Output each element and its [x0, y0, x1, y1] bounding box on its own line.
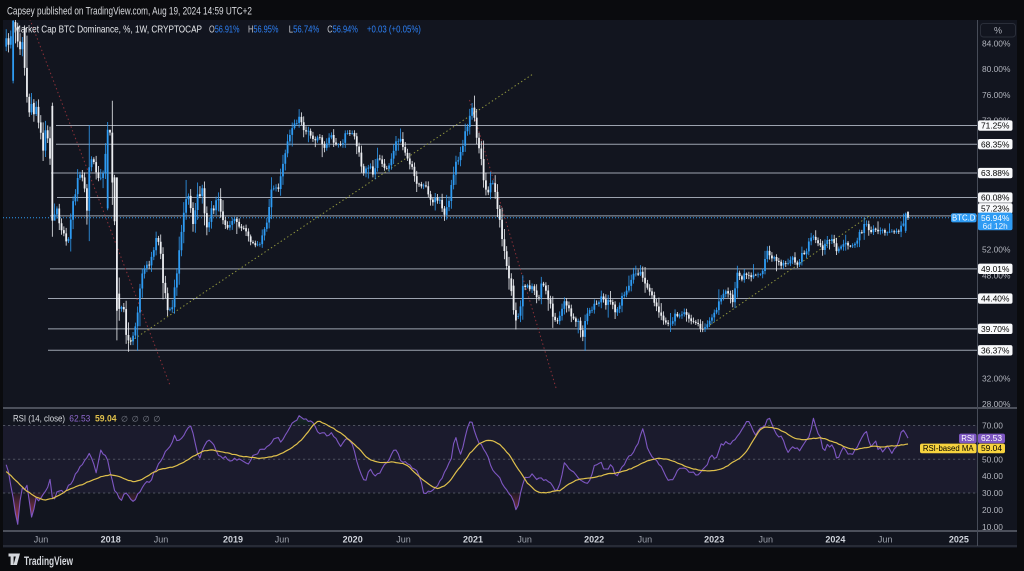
svg-text:RSI: RSI — [961, 434, 974, 443]
svg-text:28.00%: 28.00% — [982, 399, 1011, 409]
svg-text:40.00: 40.00 — [982, 471, 1003, 481]
svg-text:6d 12h: 6d 12h — [983, 222, 1008, 231]
svg-text:∅: ∅ — [132, 414, 139, 423]
svg-text:∅: ∅ — [121, 414, 128, 423]
svg-text:76.00%: 76.00% — [982, 90, 1011, 100]
svg-text:Jun: Jun — [396, 535, 411, 545]
svg-text:2023: 2023 — [704, 535, 724, 545]
svg-text:59.04: 59.04 — [95, 414, 117, 424]
svg-text:68.35%: 68.35% — [981, 139, 1010, 149]
svg-text:80.00%: 80.00% — [982, 64, 1011, 74]
svg-text:%: % — [994, 26, 1002, 36]
svg-text:10.00: 10.00 — [982, 522, 1003, 532]
svg-text:2018: 2018 — [101, 535, 121, 545]
svg-text:56.94%: 56.94% — [981, 213, 1010, 223]
svg-text:L56.74%: L56.74% — [289, 24, 320, 36]
svg-text:32.00%: 32.00% — [982, 373, 1011, 383]
svg-text:49.01%: 49.01% — [981, 264, 1010, 274]
svg-text:63.88%: 63.88% — [981, 168, 1010, 178]
svg-text:2021: 2021 — [463, 535, 483, 545]
svg-text:RSI-based MA: RSI-based MA — [923, 444, 974, 453]
svg-text:44.40%: 44.40% — [981, 294, 1010, 304]
svg-text:RSI (14, close): RSI (14, close) — [13, 414, 65, 424]
svg-text:∅: ∅ — [143, 414, 150, 423]
svg-text:70.00: 70.00 — [982, 421, 1003, 431]
svg-text:Jun: Jun — [759, 535, 774, 545]
svg-text:Jun: Jun — [154, 535, 169, 545]
svg-text:2020: 2020 — [343, 535, 363, 545]
svg-text:H56.95%: H56.95% — [248, 24, 279, 36]
svg-text:Jun: Jun — [34, 535, 49, 545]
svg-text:59.04: 59.04 — [981, 443, 1002, 453]
svg-text:TradingView: TradingView — [24, 556, 73, 568]
svg-text:52.00%: 52.00% — [982, 245, 1011, 255]
svg-text:O56.91%: O56.91% — [209, 24, 240, 36]
svg-text:57.23%: 57.23% — [981, 203, 1010, 213]
svg-text:30.00: 30.00 — [982, 488, 1003, 498]
svg-text:∅: ∅ — [153, 414, 160, 423]
svg-text:20.00: 20.00 — [982, 505, 1003, 515]
svg-text:BTC.D: BTC.D — [952, 213, 976, 222]
svg-text:Capsey published on TradingVie: Capsey published on TradingView.com, Aug… — [7, 6, 252, 18]
svg-text:C56.94%: C56.94% — [327, 24, 358, 36]
svg-text:Market Cap BTC Dominance, %, 1: Market Cap BTC Dominance, %, 1W, CRYPTOC… — [14, 24, 202, 36]
svg-text:Jun: Jun — [878, 535, 893, 545]
svg-text:62.53: 62.53 — [981, 433, 1002, 443]
svg-text:60.08%: 60.08% — [981, 193, 1010, 203]
svg-text:84.00%: 84.00% — [982, 38, 1011, 48]
svg-text:2022: 2022 — [584, 535, 604, 545]
svg-text:39.70%: 39.70% — [981, 324, 1010, 334]
svg-text:2019: 2019 — [223, 535, 243, 545]
svg-text:48.00%: 48.00% — [982, 270, 1011, 280]
svg-text:2025: 2025 — [949, 535, 969, 545]
svg-text:71.25%: 71.25% — [981, 121, 1010, 131]
svg-text:62.53: 62.53 — [69, 414, 90, 424]
svg-text:Jun: Jun — [638, 535, 653, 545]
svg-text:+0.03 (+0.05%): +0.03 (+0.05%) — [367, 24, 421, 36]
svg-text:50.00: 50.00 — [982, 454, 1003, 464]
svg-text:36.37%: 36.37% — [981, 345, 1010, 355]
svg-text:Jun: Jun — [517, 535, 532, 545]
svg-text:2024: 2024 — [825, 535, 845, 545]
svg-text:Jun: Jun — [275, 535, 290, 545]
